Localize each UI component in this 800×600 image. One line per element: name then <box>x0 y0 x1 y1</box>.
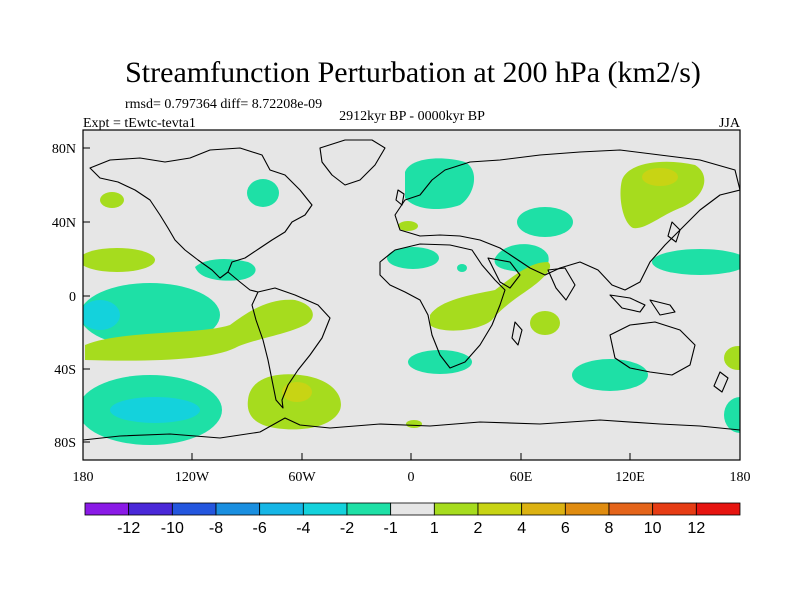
colorbar-swatch <box>564 502 610 516</box>
lat-tick-label: 40N <box>52 216 76 231</box>
colorbar: -12 -10 -8 -6 -4 -2 -1 1 2 4 6 8 10 12 <box>84 502 741 537</box>
colorbar-swatch <box>84 502 130 516</box>
colorbar-swatch <box>608 502 654 516</box>
colorbar-swatch <box>128 502 173 516</box>
coastlines <box>83 139 740 441</box>
colorbar-label: -2 <box>340 520 354 537</box>
colorbar-label: 4 <box>517 520 526 537</box>
stats-line: rmsd= 0.797364 diff= 8.72208e-09 <box>125 97 322 112</box>
map-panel: 80N 40N 0 40S 80S 180 120W 60W 0 60E 120… <box>52 129 751 485</box>
colorbar-label: -4 <box>296 520 310 537</box>
experiment-label: Expt = tEwtc-tevta1 <box>83 116 196 131</box>
period-label: 2912kyr BP - 0000kyr BP <box>339 109 485 124</box>
colorbar-swatch <box>652 502 697 516</box>
colorbar-swatch <box>302 502 348 516</box>
colorbar-label: -1 <box>384 520 398 537</box>
season-label: JJA <box>719 116 741 131</box>
lon-tick-label: 120W <box>175 470 210 485</box>
lat-tick-label: 80N <box>52 142 76 157</box>
colorbar-label: 2 <box>474 520 483 537</box>
colorbar-label: 6 <box>561 520 570 537</box>
colorbar-swatch <box>390 502 435 516</box>
lon-tick-label: 0 <box>408 470 415 485</box>
lon-tick-label: 60E <box>510 470 533 485</box>
lat-tick-label: 0 <box>69 290 76 305</box>
colorbar-label: -10 <box>161 520 184 537</box>
colorbar-swatch <box>521 502 566 516</box>
positive-anomaly-regions <box>83 161 740 430</box>
colorbar-swatch <box>433 502 479 516</box>
colorbar-label: 12 <box>687 520 705 537</box>
colorbar-swatch <box>259 502 304 516</box>
colorbar-label: 8 <box>605 520 614 537</box>
colorbar-swatch <box>346 502 392 516</box>
lon-tick-label: 60W <box>288 470 316 485</box>
colorbar-swatch <box>477 502 523 516</box>
colorbar-label: -8 <box>209 520 223 537</box>
lon-tick-label: 180 <box>730 470 751 485</box>
colorbar-swatch <box>695 502 741 516</box>
lon-tick-label: 120E <box>615 470 645 485</box>
colorbar-label: -12 <box>117 520 140 537</box>
lat-tick-label: 40S <box>54 363 76 378</box>
negative-anomaly-regions <box>83 158 740 445</box>
lon-tick-label: 180 <box>73 470 94 485</box>
longitude-axis: 180 120W 60W 0 60E 120E 180 <box>73 453 751 485</box>
lat-tick-label: 80S <box>54 436 76 451</box>
colorbar-swatch <box>171 502 217 516</box>
latitude-axis: 80N 40N 0 40S 80S <box>52 142 90 451</box>
colorbar-label: -6 <box>253 520 267 537</box>
colorbar-label: 10 <box>644 520 662 537</box>
map-title: Streamfunction Perturbation at 200 hPa (… <box>125 56 701 89</box>
colorbar-swatch <box>215 502 261 516</box>
colorbar-label: 1 <box>430 520 439 537</box>
